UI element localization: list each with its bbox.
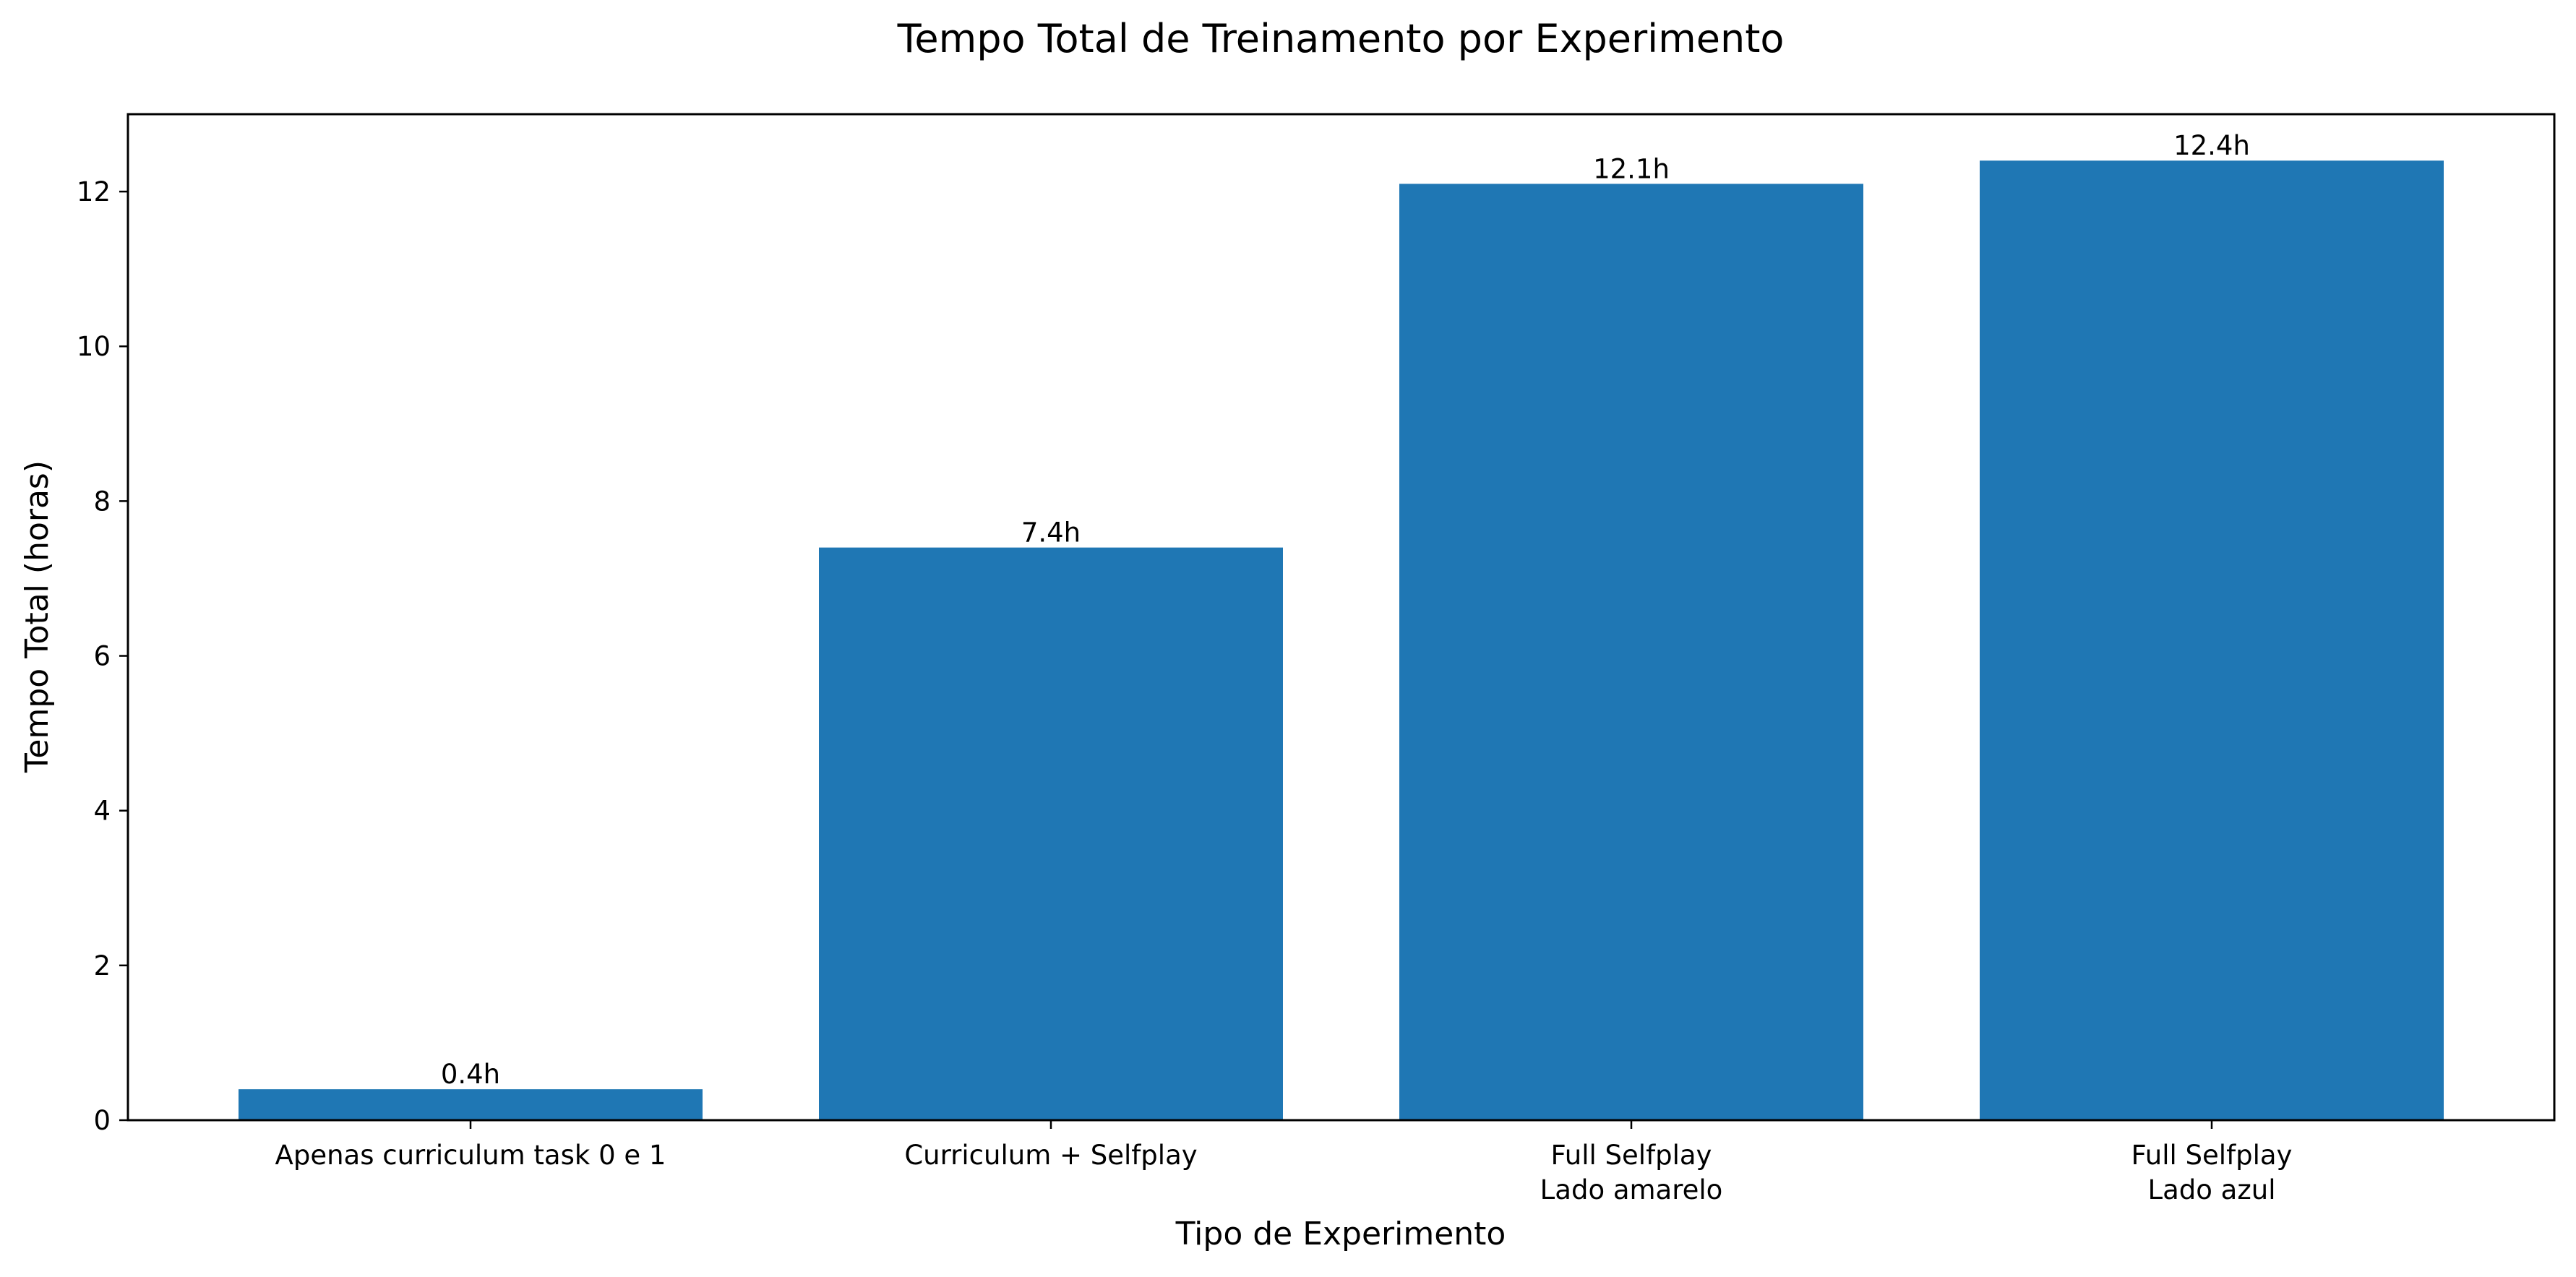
y-tick-label-6: 12 xyxy=(77,176,111,207)
bar-3 xyxy=(1980,160,2444,1121)
x-tick-label-0: Apenas curriculum task 0 e 1 xyxy=(275,1140,666,1171)
y-axis-label: Tempo Total (horas) xyxy=(19,460,56,773)
plot-frame xyxy=(126,113,2556,1122)
bar-1 xyxy=(819,547,1283,1120)
y-tick-label-2: 4 xyxy=(93,796,111,827)
y-tick-label-5: 10 xyxy=(77,331,111,362)
x-tick-label-2: Full Selfplay Lado amarelo xyxy=(1540,1140,1723,1205)
bar-value-label-2: 12.1h xyxy=(1593,153,1670,184)
bar-0 xyxy=(239,1089,703,1120)
bar-value-label-3: 12.4h xyxy=(2173,130,2250,161)
y-tick-label-4: 8 xyxy=(93,486,111,517)
bar-value-label-0: 0.4h xyxy=(441,1059,500,1090)
y-tick-label-3: 6 xyxy=(93,641,111,672)
x-tick-label-1: Curriculum + Selfplay xyxy=(904,1140,1197,1171)
bar-2 xyxy=(1399,184,1863,1120)
bar-value-label-1: 7.4h xyxy=(1021,517,1081,549)
y-tick-label-0: 0 xyxy=(93,1105,111,1136)
x-tick-label-3: Full Selfplay Lado azul xyxy=(2131,1140,2293,1205)
y-tick-label-1: 2 xyxy=(93,950,111,981)
x-axis-label: Tipo de Experimento xyxy=(1175,1216,1506,1252)
data-labels-layer: 0.4h 7.4h 12.1h 12.4h xyxy=(441,130,2250,1090)
y-axis: 0 2 4 6 8 10 12 xyxy=(77,176,128,1136)
x-axis: Apenas curriculum task 0 e 1 Curriculum +… xyxy=(275,1120,2293,1205)
bars-layer xyxy=(239,160,2444,1121)
chart-title: Tempo Total de Treinamento por Experimen… xyxy=(897,16,1785,61)
